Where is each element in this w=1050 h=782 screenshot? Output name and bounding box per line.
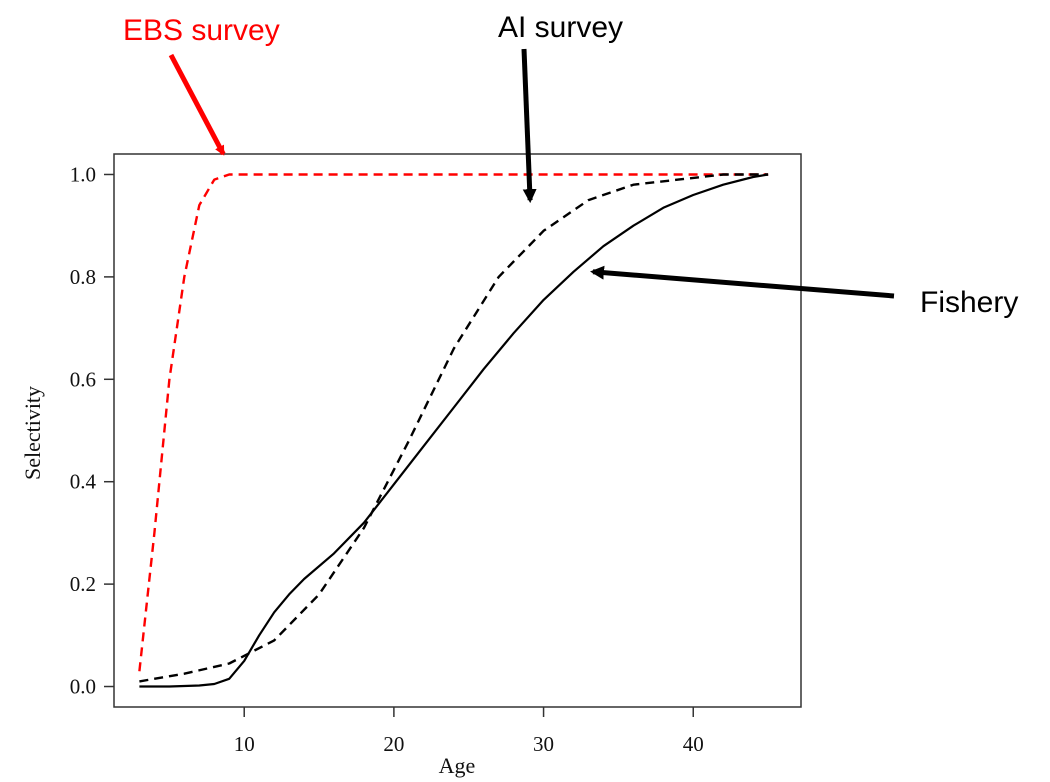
- y-tick-label: 1.0: [70, 162, 96, 186]
- plot-frame: [113, 153, 802, 708]
- x-tick-label: 30: [533, 732, 554, 756]
- x-tick-label: 10: [234, 732, 255, 756]
- series-layer: [138, 173, 769, 688]
- y-tick-label: 0.4: [70, 470, 97, 494]
- series-line-ai-survey: [139, 173, 769, 683]
- x-tick-label: 20: [383, 732, 404, 756]
- y-axis: 0.0 0.2 0.4 0.6 0.8 1.0: [70, 162, 114, 699]
- x-axis-label: Age: [439, 753, 476, 778]
- series-line-ebs-survey: [138, 173, 769, 672]
- fishery-label: Fishery: [920, 286, 1018, 319]
- ebs-survey-arrow: [168, 53, 226, 156]
- y-axis-label: Selectivity: [20, 386, 45, 480]
- ai-survey-arrow: [521, 48, 537, 204]
- ai-survey-label: AI survey: [498, 11, 623, 44]
- y-tick-label: 0.6: [70, 367, 96, 391]
- series-line-fishery: [139, 173, 769, 688]
- x-axis: 10 20 30 40: [234, 707, 704, 756]
- x-tick-label: 40: [683, 732, 704, 756]
- fishery-arrow: [590, 265, 895, 299]
- y-tick-label: 0.0: [70, 675, 96, 699]
- y-tick-label: 0.8: [70, 265, 96, 289]
- ebs-survey-label: EBS survey: [123, 14, 280, 47]
- y-tick-label: 0.2: [70, 572, 96, 596]
- annotation-layer: EBS survey AI survey Fishery: [123, 11, 1018, 319]
